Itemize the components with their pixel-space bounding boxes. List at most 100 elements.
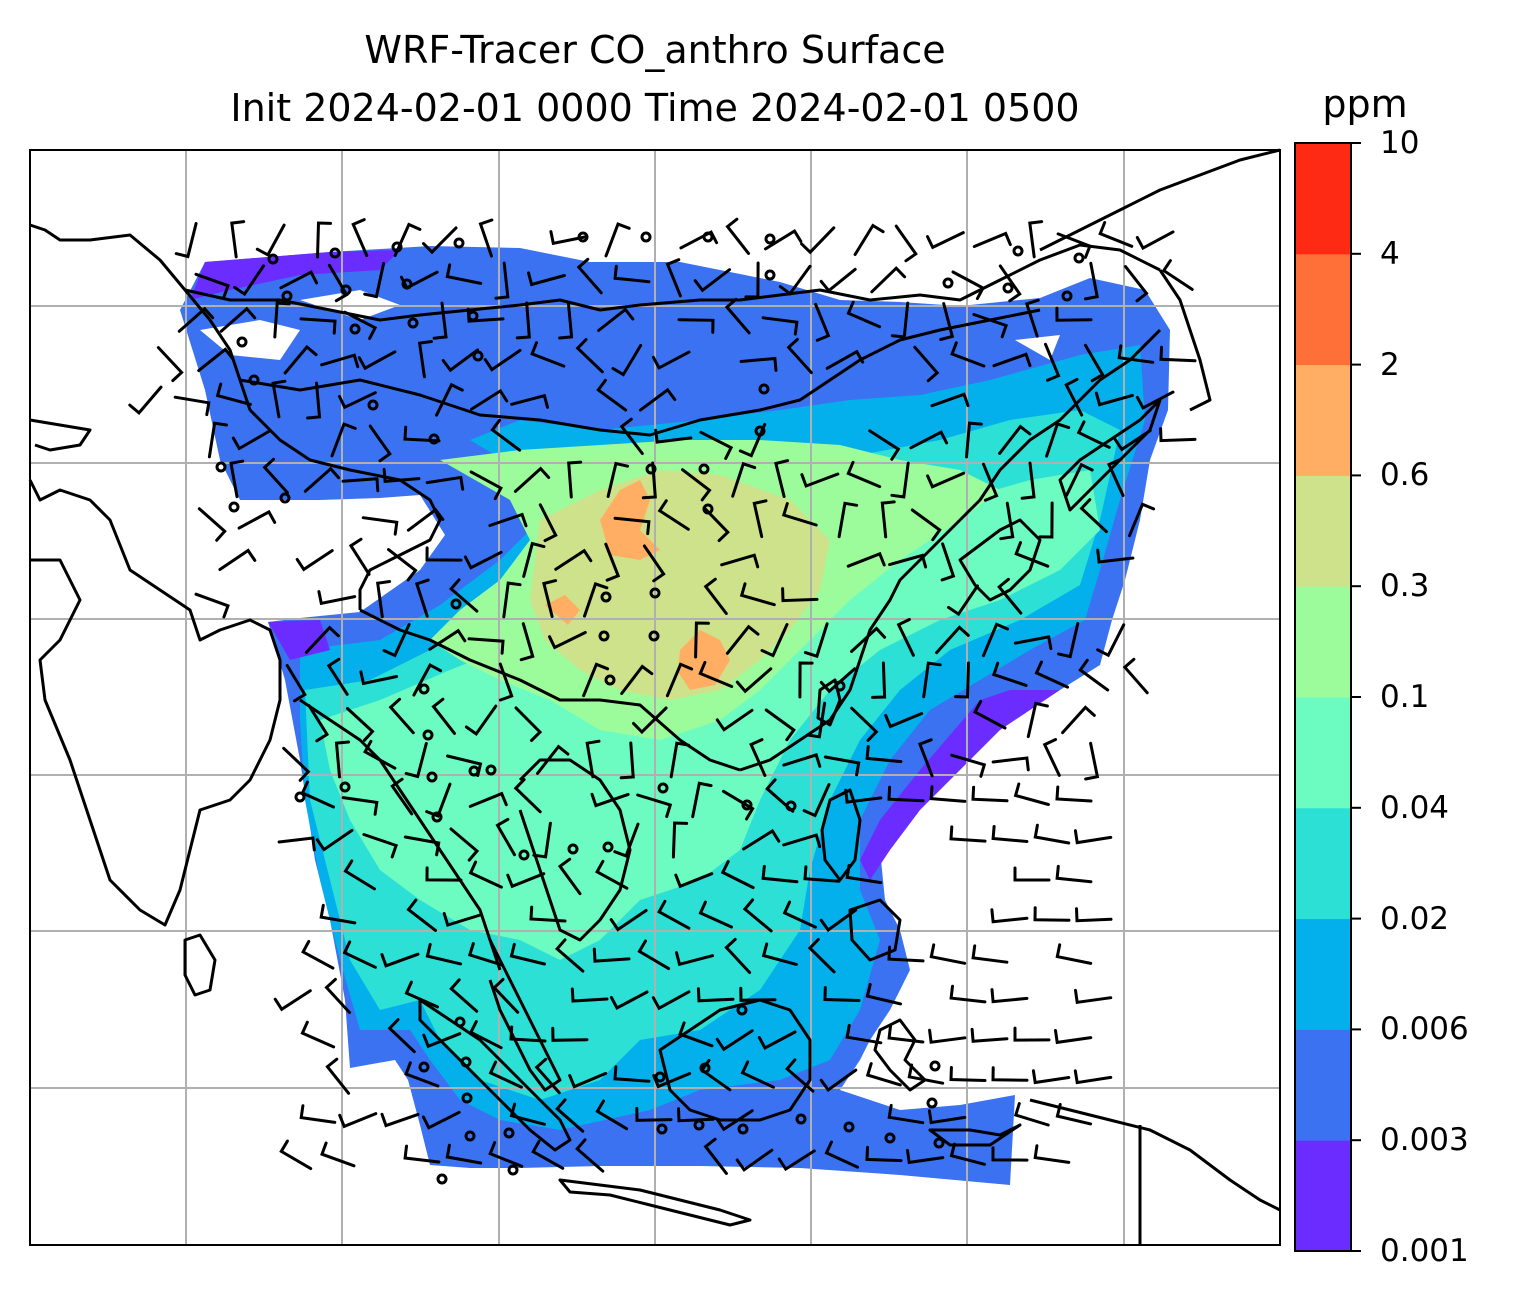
calm-wind-marker <box>693 1119 705 1131</box>
wind-barb <box>348 537 371 576</box>
wind-barb <box>846 551 886 568</box>
wind-barb <box>887 785 925 803</box>
wind-barb <box>532 821 552 859</box>
violet-edge-2 <box>860 690 1060 880</box>
calm-wind-marker <box>702 231 714 243</box>
wind-barb <box>982 462 999 502</box>
calm-wind-marker <box>467 310 479 322</box>
wind-barb <box>341 477 380 493</box>
korea-peninsula <box>958 518 1042 602</box>
wind-barb <box>1055 785 1093 803</box>
wind-barb <box>273 301 291 339</box>
wind-barb <box>950 341 986 368</box>
wind-barb <box>823 755 861 777</box>
wind-barb <box>445 263 483 285</box>
wind-barb <box>1124 265 1149 303</box>
wind-barb <box>764 708 796 742</box>
wind-barb <box>715 1029 754 1052</box>
calm-wind-marker <box>401 278 413 290</box>
wind-barb <box>991 756 1030 772</box>
calm-wind-marker <box>468 765 480 777</box>
wind-barb <box>929 785 967 803</box>
wind-barb <box>1034 660 1069 689</box>
wind-barb <box>972 313 1009 339</box>
calm-wind-marker <box>884 1132 896 1144</box>
wind-barb <box>304 625 340 654</box>
colorbar-segment <box>1295 1029 1351 1141</box>
wind-barb <box>890 301 910 339</box>
wind-barb <box>739 986 777 1002</box>
wind-barb <box>971 944 1009 964</box>
calm-wind-marker <box>453 237 465 249</box>
wind-barb <box>844 788 883 804</box>
wind-barb <box>282 746 311 782</box>
wind-barb <box>338 391 377 410</box>
wind-barb <box>425 475 465 491</box>
wind-barb <box>509 942 546 966</box>
wind-barb <box>665 662 694 698</box>
wind-barb <box>324 977 351 1014</box>
wind-barb <box>382 467 421 484</box>
wind-barb <box>325 1057 351 1095</box>
wind-barb <box>671 821 689 859</box>
wind-barb <box>865 1062 902 1087</box>
wind-barb <box>432 301 448 340</box>
wind-barb <box>1013 1026 1051 1042</box>
wind-barb <box>990 988 1029 1004</box>
wind-barb <box>890 461 910 499</box>
colorbar-unit-label: ppm <box>1322 82 1408 126</box>
wind-barb <box>502 581 522 619</box>
calm-wind-marker <box>764 269 776 281</box>
wind-barb <box>782 833 822 849</box>
wind-barb <box>677 1107 715 1123</box>
wind-barb <box>1057 621 1080 659</box>
wind-barb <box>575 338 604 374</box>
wind-barb <box>406 898 437 932</box>
wind-barb <box>846 300 882 329</box>
wind-barb <box>306 381 322 420</box>
wind-barb <box>597 307 635 332</box>
wind-barb <box>590 792 630 808</box>
wind-barb <box>1038 501 1054 539</box>
wind-barb <box>846 460 882 489</box>
wind-barb <box>654 428 693 444</box>
wind-barb <box>657 499 690 531</box>
calm-wind-marker <box>795 1113 807 1125</box>
wind-barb <box>557 857 582 896</box>
wind-barb <box>951 270 986 301</box>
calm-wind-marker <box>426 771 438 783</box>
calm-wind-marker <box>428 433 440 445</box>
calm-wind-marker <box>215 461 227 473</box>
wind-barb <box>403 835 441 857</box>
wind-barb <box>343 310 378 340</box>
calm-wind-marker <box>281 290 293 302</box>
calm-wind-marker <box>602 841 614 853</box>
wind-barb <box>884 712 924 729</box>
colorbar-segment <box>1295 253 1351 366</box>
wind-barb <box>850 626 887 653</box>
wind-barb <box>691 781 713 819</box>
calm-wind-marker <box>843 1121 855 1133</box>
sea-of-okhotsk-coast <box>1158 269 1212 412</box>
himalaya-border <box>359 608 741 772</box>
calm-wind-marker <box>507 1164 519 1176</box>
wind-barb <box>665 258 682 298</box>
wind-barb <box>506 872 546 889</box>
wind-barb <box>894 224 918 263</box>
calm-wind-marker <box>600 591 612 603</box>
wind-barb <box>757 1030 797 1051</box>
colorbar-tick-label: 0.3 <box>1380 568 1430 605</box>
wind-barb <box>1026 701 1049 739</box>
wind-barb <box>926 231 965 250</box>
colorbar-segment <box>1295 918 1351 1030</box>
wind-barb <box>551 1026 589 1042</box>
wind-barb <box>992 352 1032 368</box>
calm-wind-marker <box>754 425 766 437</box>
calm-wind-marker <box>228 501 240 513</box>
new-guinea <box>1029 1098 1281 1212</box>
wind-barb <box>679 230 719 250</box>
wind-barb <box>871 661 887 699</box>
wind-barb <box>677 318 715 334</box>
calm-wind-marker <box>418 1061 430 1073</box>
colorbar-tick-label: 0.006 <box>1380 1011 1469 1048</box>
